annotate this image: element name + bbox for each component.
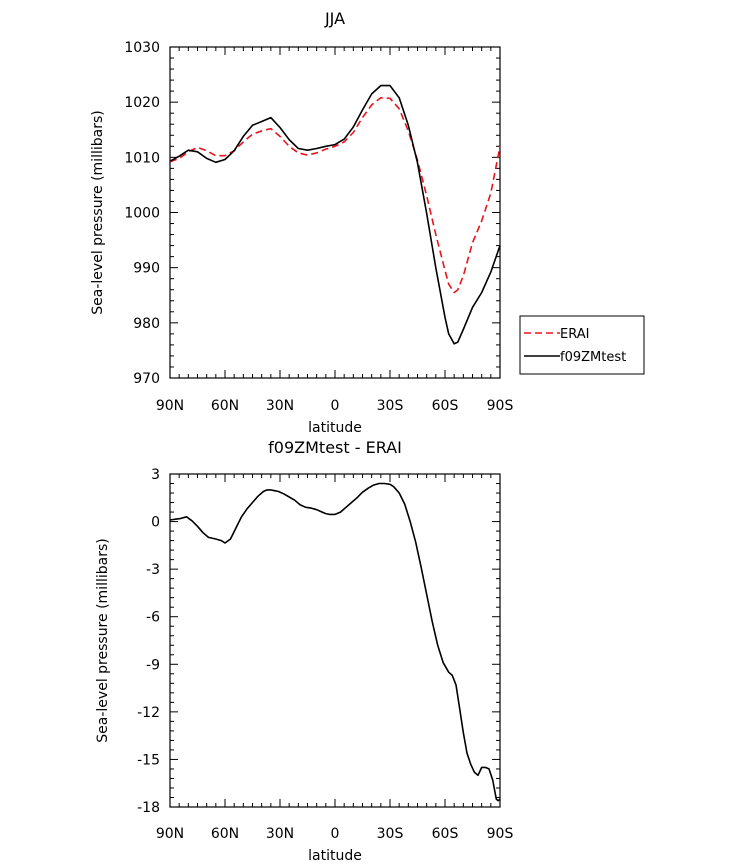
y-tick-label: 3 <box>151 467 160 483</box>
x-tick-label: 60N <box>211 398 239 414</box>
y-tick-label: -18 <box>137 800 160 816</box>
y-axis-title: Sea-level pressure (millibars) <box>90 110 106 314</box>
x-tick-label: 30S <box>377 398 404 414</box>
chart-title: f09ZMtest - ERAI <box>268 438 402 457</box>
x-tick-label: 0 <box>331 826 340 842</box>
x-tick-label: 90N <box>156 398 184 414</box>
x-tick-label: 60S <box>432 398 459 414</box>
x-tick-label: 60S <box>432 826 459 842</box>
y-tick-label: -15 <box>137 752 160 768</box>
chart-2: f09ZMtest - ERAI 90N 60N 30N 0 30S 60S 90S -18 -1… <box>95 438 513 864</box>
x-axis-title: latitude <box>308 420 362 436</box>
legend-box <box>519 315 645 375</box>
series-line-erai <box>169 97 501 294</box>
x-tick-label: 90N <box>156 826 184 842</box>
y-tick-label: 1010 <box>124 150 160 166</box>
chart-1: JJA 90N 60N 30N 0 30S 60S 90S 970 980 990 1000 1010 1… <box>90 9 645 436</box>
y-axis-title: Sea-level pressure (millibars) <box>95 538 111 742</box>
y-tick-label: -6 <box>146 610 160 626</box>
y-tick-label: -9 <box>146 657 160 673</box>
chart-title: JJA <box>324 9 345 28</box>
plot-frame <box>169 473 501 808</box>
y-tick-label: 1000 <box>124 206 160 222</box>
legend: ERAI f09ZMtest <box>519 315 645 375</box>
x-tick-label: 90S <box>487 398 514 414</box>
y-tick-label: 990 <box>133 261 160 277</box>
x-tick-label: 90S <box>487 826 514 842</box>
series-line-difference <box>169 482 501 802</box>
series-line-f09zmtest <box>169 84 501 345</box>
y-tick-label: 0 <box>151 515 160 531</box>
y-tick-label: -3 <box>146 562 160 578</box>
y-tick-label: -12 <box>137 705 160 721</box>
x-tick-label: 30S <box>377 826 404 842</box>
y-tick-label: 1030 <box>124 40 160 56</box>
x-tick-label: 30N <box>266 398 294 414</box>
plot-frame <box>169 46 501 379</box>
legend-label: f09ZMtest <box>560 350 626 365</box>
x-tick-label: 60N <box>211 826 239 842</box>
legend-label: ERAI <box>560 327 589 342</box>
y-tick-label: 1020 <box>124 95 160 111</box>
y-tick-label: 970 <box>133 371 160 387</box>
x-axis-title: latitude <box>308 848 362 864</box>
x-tick-label: 0 <box>331 398 340 414</box>
x-tick-label: 30N <box>266 826 294 842</box>
y-tick-label: 980 <box>133 316 160 332</box>
